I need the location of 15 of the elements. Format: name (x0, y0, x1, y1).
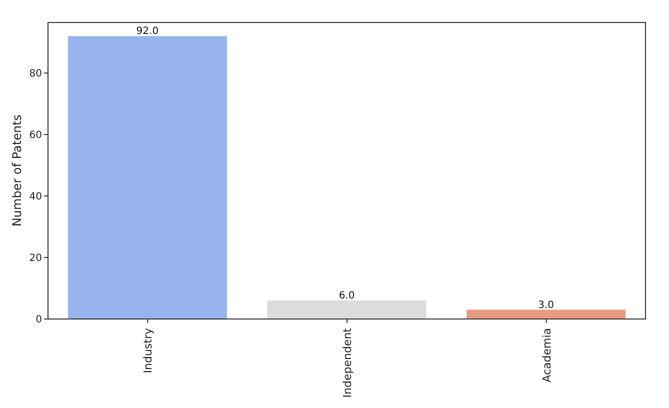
data-label: 92.0 (136, 26, 159, 38)
y-axis-title: Number of Patents (10, 114, 24, 227)
bar (466, 310, 626, 319)
bar (267, 300, 426, 319)
data-label: 3.0 (538, 300, 554, 311)
y-tick-label: 40 (29, 192, 42, 203)
y-tick-label: 0 (36, 314, 42, 326)
y-tick-label: 20 (29, 253, 42, 264)
x-tick-label: Academia (540, 328, 553, 382)
data-label: 6.0 (338, 290, 355, 302)
bar (68, 36, 227, 319)
x-tick-label: Independent (340, 327, 354, 398)
y-tick-label: 60 (29, 130, 42, 142)
y-tick-label: 80 (29, 68, 42, 80)
x-tick-label: Industry (141, 328, 154, 374)
